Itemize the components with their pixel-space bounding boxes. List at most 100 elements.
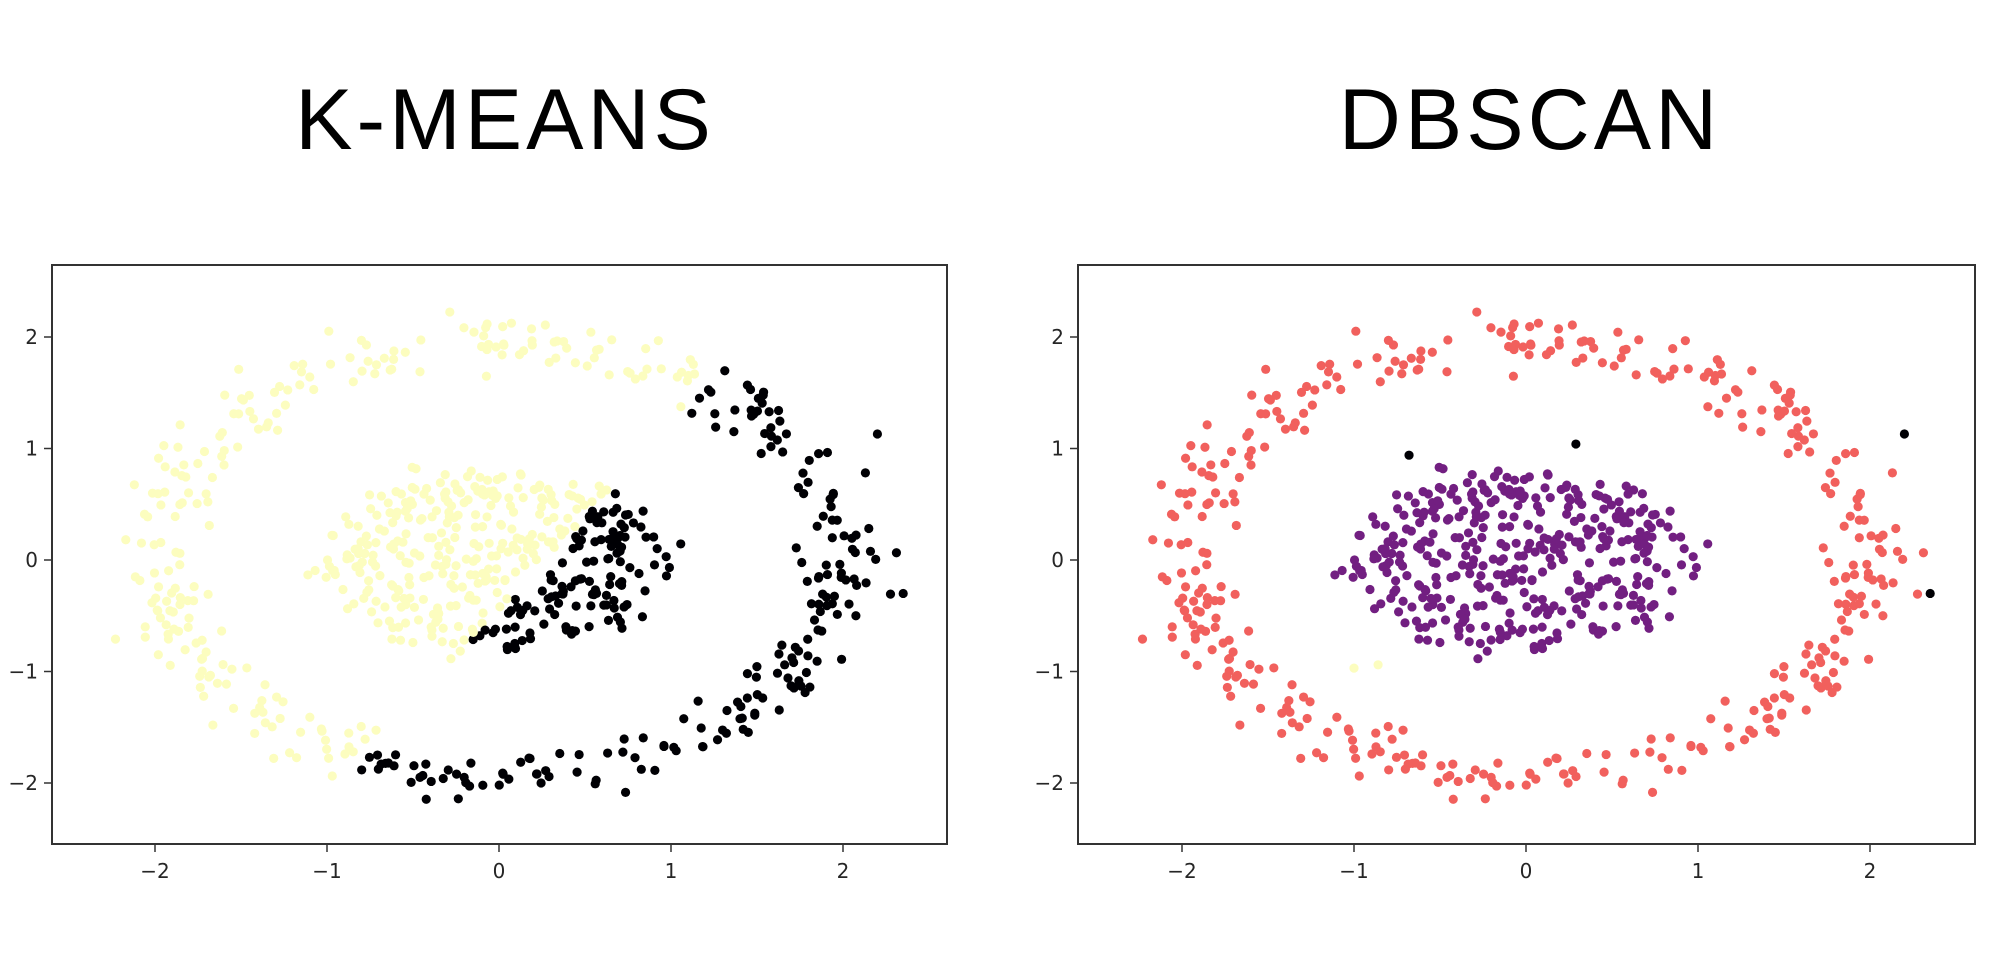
kmeans-point-cluster-1 [786,681,796,691]
kmeans-point-cluster-0 [492,474,502,485]
kmeans-point-cluster-1 [557,558,568,568]
kmeans-point-cluster-0 [424,571,434,581]
dbscan-point-outer [1841,449,1851,459]
dbscan-point-outer [1427,347,1437,357]
dbscan-point-inner [1504,484,1514,495]
dbscan-point-outer [1433,777,1443,787]
x-tick-label: −1 [312,859,341,883]
dbscan-point-inner [1393,607,1404,617]
dbscan-point-inner [1452,495,1462,505]
kmeans-point-cluster-1 [557,589,567,599]
dbscan-point-outer [1226,691,1236,701]
x-tick-label: 2 [1864,859,1877,883]
kmeans-point-cluster-0 [201,647,211,657]
dbscan-point-inner [1495,634,1505,645]
kmeans-point-cluster-0 [361,531,371,541]
dbscan-point-outer [1416,346,1426,356]
kmeans-point-cluster-1 [638,506,648,516]
dbscan-point-inner [1649,599,1659,610]
dbscan-point-inner [1440,615,1451,625]
dbscan-point-inner [1482,646,1492,656]
dbscan-point-outer [1224,666,1234,676]
kmeans-point-cluster-0 [197,666,207,676]
dbscan-point-inner [1425,537,1435,547]
kmeans-point-cluster-0 [418,594,429,605]
dbscan-point-outer [1478,769,1489,779]
kmeans-point-cluster-0 [563,513,573,523]
kmeans-point-cluster-0 [183,488,194,498]
kmeans-point-cluster-1 [468,634,478,645]
kmeans-point-cluster-0 [161,620,171,630]
dbscan-point-outer [1578,353,1588,363]
kmeans-point-cluster-0 [445,545,455,555]
kmeans-point-cluster-1 [717,725,728,735]
kmeans-point-cluster-1 [774,649,784,659]
kmeans-point-cluster-0 [305,372,315,382]
dbscan-point-outer [1618,775,1628,785]
dbscan-point-inner [1676,560,1687,570]
dbscan-point-outer [1180,650,1190,660]
dbscan-point-outer [1322,380,1332,390]
dbscan-point-inner [1454,533,1465,543]
dbscan-point-inner [1380,521,1390,531]
dbscan-point-outer [1526,340,1536,350]
y-tick-label: 2 [1051,325,1064,349]
kmeans-point-cluster-0 [425,495,435,505]
dbscan-point-outer [1197,467,1207,477]
dbscan-point-outer [1723,723,1733,733]
kmeans-point-cluster-0 [250,728,260,739]
kmeans-point-cluster-1 [827,533,837,543]
dbscan-point-outer [1192,660,1202,671]
kmeans-point-cluster-0 [468,595,479,605]
dbscan-point-inner [1542,469,1553,479]
kmeans-point-cluster-0 [441,537,451,547]
kmeans-point-cluster-1 [839,531,849,541]
kmeans-point-cluster-0 [495,602,505,612]
kmeans-point-cluster-1 [772,435,782,445]
dbscan-point-outer [1310,385,1320,395]
kmeans-point-cluster-0 [175,599,185,610]
dbscan-point-inner [1420,622,1431,632]
kmeans-point-cluster-1 [827,599,837,609]
kmeans-point-cluster-1 [821,592,831,602]
kmeans-point-cluster-1 [751,672,761,682]
kmeans-point-cluster-0 [470,510,481,520]
dbscan-point-outer [1448,759,1458,769]
kmeans-point-cluster-1 [756,448,766,459]
dbscan-point-outer [1533,318,1544,328]
dbscan-point-inner [1465,623,1475,633]
kmeans-point-cluster-0 [271,408,282,418]
kmeans-point-cluster-1 [835,559,845,570]
dbscan-point-outer [1275,414,1286,424]
y-tick-label: −2 [1035,771,1064,795]
dbscan-point-outer [1180,582,1191,592]
kmeans-point-cluster-0 [486,500,496,511]
dbscan-point-outer [1188,620,1198,630]
kmeans-point-cluster-1 [590,585,600,595]
kmeans-point-cluster-0 [250,708,260,718]
dbscan-point-outer [1167,622,1177,632]
x-tick-label: −2 [1167,859,1196,883]
kmeans-point-cluster-0 [466,466,476,476]
kmeans-point-cluster-1 [415,772,425,782]
kmeans-point-cluster-1 [826,502,836,512]
kmeans-point-cluster-0 [471,554,481,564]
dbscan-point-inner [1457,560,1468,570]
x-tick-label: 2 [837,859,850,883]
dbscan-point-outer [1156,480,1166,490]
kmeans-point-cluster-1 [574,749,584,760]
kmeans-point-cluster-0 [283,385,293,395]
dbscan-point-inner [1484,582,1494,592]
x-tick-label: 1 [665,859,678,883]
dbscan-point-inner [1412,508,1422,518]
kmeans-point-cluster-0 [531,555,541,565]
dbscan-point-outer [1465,773,1475,784]
kmeans-point-cluster-0 [448,638,458,649]
kmeans-point-cluster-1 [638,733,648,743]
kmeans-point-cluster-0 [421,483,432,494]
dbscan-point-inner [1531,493,1541,503]
kmeans-point-cluster-0 [457,582,467,592]
dbscan-point-outer [1202,560,1212,570]
kmeans-point-cluster-1 [628,518,639,528]
kmeans-point-cluster-1 [546,592,557,602]
